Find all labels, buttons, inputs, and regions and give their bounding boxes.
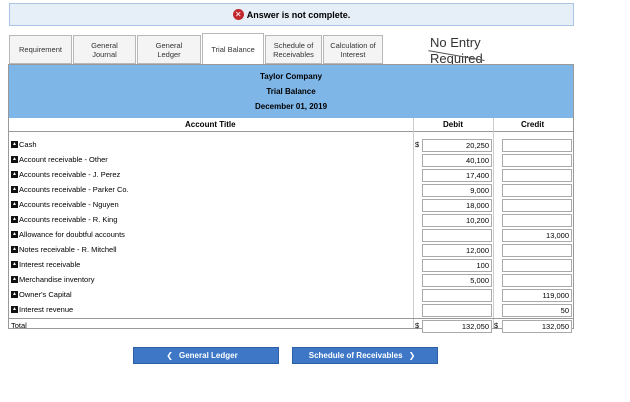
debit-input[interactable]: 18,000 (422, 199, 492, 212)
debit-input[interactable] (422, 304, 492, 317)
account-title[interactable]: Accounts receivable - R. King (19, 215, 118, 224)
no-entry-required[interactable]: No Entry Required (428, 35, 485, 67)
table-row: ▲ Accounts receivable - R. King 10,200 (9, 213, 573, 228)
prev-general-ledger-button[interactable]: ❮ General Ledger (133, 347, 279, 364)
account-title[interactable]: Notes receivable - R. Mitchell (19, 245, 117, 254)
account-title[interactable]: Interest revenue (19, 305, 74, 314)
total-debit: 132,050 (422, 320, 492, 333)
table-row: ▲ Interest revenue 50 (9, 303, 573, 318)
account-title[interactable]: Accounts receivable - J. Perez (19, 170, 121, 179)
total-row: Total $ 132,050 $ 132,050 (9, 318, 573, 333)
debit-input[interactable]: 9,000 (422, 184, 492, 197)
account-title[interactable]: Interest receivable (19, 260, 81, 269)
chevron-right-icon: ❯ (408, 351, 416, 360)
credit-input[interactable]: 119,000 (502, 289, 572, 302)
banner-text: Answer is not complete. (246, 9, 351, 20)
company-name: Taylor Company (259, 72, 323, 81)
account-title[interactable]: Cash (19, 140, 37, 149)
row-expand-icon[interactable]: ▲ (11, 291, 18, 298)
debit-input[interactable]: 12,000 (422, 244, 492, 257)
table-row: ▲ Merchandise inventory 5,000 (9, 273, 573, 288)
table-row: ▲ Interest receivable 100 (9, 258, 573, 273)
account-title[interactable]: Account receivable - Other (19, 155, 108, 164)
credit-input[interactable] (502, 259, 572, 272)
row-expand-icon[interactable]: ▲ (11, 246, 18, 253)
row-expand-icon[interactable]: ▲ (11, 171, 18, 178)
report-title: Trial Balance (266, 87, 316, 96)
credit-input[interactable] (502, 154, 572, 167)
column-headers: Account Title Debit Credit (9, 118, 573, 132)
total-credit: 132,050 (502, 320, 572, 333)
answer-status-banner: ✕ Answer is not complete. (9, 3, 574, 26)
table-row: ▲ Accounts receivable - Parker Co. 9,000 (9, 183, 573, 198)
chevron-left-icon: ❮ (166, 351, 173, 360)
credit-input[interactable]: 13,000 (502, 229, 572, 242)
table-row: ▲ Account receivable - Other 40,100 (9, 153, 573, 168)
tab-calculation-of-interest[interactable]: Calculation of Interest (323, 35, 383, 64)
table-row: ▲ Owner's Capital 119,000 (9, 288, 573, 303)
debit-input[interactable]: 100 (422, 259, 492, 272)
table-row: ▲ Accounts receivable - Nguyen 18,000 (9, 198, 573, 213)
row-expand-icon[interactable]: ▲ (11, 141, 18, 148)
debit-input[interactable]: 20,250 (422, 139, 492, 152)
debit-input[interactable]: 10,200 (422, 214, 492, 227)
no-entry-line1: No Entry (430, 35, 481, 50)
row-expand-icon[interactable]: ▲ (11, 201, 18, 208)
report-date: December 01, 2019 (254, 102, 328, 111)
debit-input[interactable] (422, 289, 492, 302)
row-expand-icon[interactable]: ▲ (11, 231, 18, 238)
table-row: ▲ Accounts receivable - J. Perez 17,400 (9, 168, 573, 183)
total-label: Total (11, 321, 27, 330)
debit-input[interactable]: 5,000 (422, 274, 492, 287)
credit-input[interactable] (502, 214, 572, 227)
tab-requirement[interactable]: Requirement (9, 35, 72, 64)
sheet-header: Taylor Company Trial Balance December 01… (9, 65, 573, 118)
next-schedule-of-receivables-button[interactable]: Schedule of Receivables ❯ (292, 347, 438, 364)
tab-bar: Requirement General Journal General Ledg… (9, 33, 384, 65)
tab-trial-balance[interactable]: Trial Balance (202, 33, 264, 65)
tab-schedule-of-receivables[interactable]: Schedule of Receivables (265, 35, 322, 64)
row-expand-icon[interactable]: ▲ (11, 186, 18, 193)
tab-general-ledger[interactable]: General Ledger (137, 35, 201, 64)
row-expand-icon[interactable]: ▲ (11, 276, 18, 283)
trial-balance-rows: ▲ Cash $ 20,250 ▲ Account receivable - Oth… (9, 138, 573, 333)
table-row: ▲ Notes receivable - R. Mitchell 12,000 (9, 243, 573, 258)
col-debit: Debit (443, 120, 463, 129)
debit-input[interactable] (422, 229, 492, 242)
debit-input[interactable]: 17,400 (422, 169, 492, 182)
table-row: ▲ Cash $ 20,250 (9, 138, 573, 153)
row-expand-icon[interactable]: ▲ (11, 216, 18, 223)
account-title[interactable]: Accounts receivable - Parker Co. (19, 185, 129, 194)
account-title[interactable]: Accounts receivable - Nguyen (19, 200, 119, 209)
credit-input[interactable] (502, 184, 572, 197)
error-x-icon: ✕ (232, 9, 244, 20)
credit-input[interactable] (502, 199, 572, 212)
credit-input[interactable] (502, 274, 572, 287)
col-account-title: Account Title (185, 120, 236, 129)
account-title[interactable]: Allowance for doubtful accounts (19, 230, 125, 239)
credit-input[interactable] (502, 169, 572, 182)
no-entry-line2: Required (430, 51, 483, 66)
row-expand-icon[interactable]: ▲ (11, 156, 18, 163)
trial-balance-sheet: Taylor Company Trial Balance December 01… (8, 64, 574, 333)
debit-input[interactable]: 40,100 (422, 154, 492, 167)
tab-general-journal[interactable]: General Journal (73, 35, 136, 64)
row-expand-icon[interactable]: ▲ (11, 306, 18, 313)
credit-input[interactable] (502, 244, 572, 257)
credit-input[interactable] (502, 139, 572, 152)
col-credit: Credit (521, 120, 545, 129)
account-title[interactable]: Owner's Capital (19, 290, 72, 299)
table-row: ▲ Allowance for doubtful accounts 13,000 (9, 228, 573, 243)
account-title[interactable]: Merchandise inventory (19, 275, 95, 284)
row-expand-icon[interactable]: ▲ (11, 261, 18, 268)
credit-input[interactable]: 50 (502, 304, 572, 317)
